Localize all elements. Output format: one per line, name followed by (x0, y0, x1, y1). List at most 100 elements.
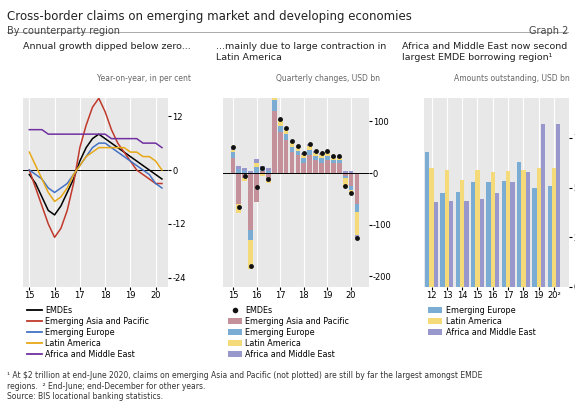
Bar (236, 166, 241, 169)
Bar (355, 204, 359, 212)
Bar (556, 124, 561, 287)
Bar (348, 173, 354, 186)
Bar (532, 188, 536, 287)
Legend: Emerging Europe, Latin America, Africa and Middle East: Emerging Europe, Latin America, Africa a… (428, 306, 535, 337)
Bar (272, 85, 277, 100)
Bar (290, 141, 294, 143)
Bar (460, 180, 465, 287)
Bar (243, 173, 247, 178)
Bar (319, 163, 324, 173)
Bar (243, 170, 247, 173)
Bar (296, 155, 300, 173)
Bar (260, 166, 265, 168)
Bar (290, 152, 294, 173)
Bar (248, 173, 253, 230)
Bar (456, 192, 460, 287)
Bar (331, 160, 336, 163)
Bar (510, 182, 515, 287)
Bar (272, 100, 277, 111)
Bar (266, 181, 271, 183)
Bar (301, 153, 306, 155)
Bar (331, 158, 336, 160)
Bar (343, 176, 347, 178)
Bar (440, 193, 445, 287)
Bar (495, 193, 499, 287)
Bar (465, 201, 469, 287)
Bar (490, 172, 495, 287)
Bar (248, 230, 253, 240)
Bar (301, 163, 306, 173)
Bar (231, 147, 235, 150)
Bar (272, 81, 277, 85)
Bar (236, 169, 241, 173)
Bar (552, 168, 556, 287)
Text: Source: BIS locational banking statistics.: Source: BIS locational banking statistic… (7, 392, 163, 401)
Bar (278, 119, 282, 122)
Bar (236, 173, 241, 204)
Bar (231, 158, 235, 173)
Bar (337, 158, 342, 160)
Bar (231, 152, 235, 158)
Bar (355, 173, 359, 204)
Text: Cross-border claims on emerging market and developing economies: Cross-border claims on emerging market a… (7, 10, 412, 23)
Bar (325, 152, 330, 154)
Bar (290, 143, 294, 147)
Bar (547, 186, 552, 287)
Bar (325, 160, 330, 173)
Bar (254, 159, 259, 163)
Legend: EMDEs, Emerging Asia and Pacific, Emerging Europe, Latin America, Africa and Mid: EMDEs, Emerging Asia and Pacific, Emergi… (27, 306, 149, 359)
Bar (331, 163, 336, 173)
Bar (266, 170, 271, 173)
Bar (343, 178, 347, 188)
Bar (434, 203, 438, 287)
Bar (536, 168, 541, 287)
Text: Quarterly changes, USD bn: Quarterly changes, USD bn (275, 74, 380, 83)
Bar (260, 173, 265, 176)
Text: ¹ At $2 trillion at end-June 2020, claims on emerging Asia and Pacific (not plot: ¹ At $2 trillion at end-June 2020, claim… (7, 371, 482, 380)
Bar (254, 173, 259, 202)
Text: Africa and Middle East now second
largest EMDE borrowing region¹: Africa and Middle East now second larges… (402, 42, 568, 61)
Bar (296, 151, 300, 155)
Bar (266, 173, 271, 181)
Bar (301, 158, 306, 163)
Text: Amounts outstanding, USD bn: Amounts outstanding, USD bn (454, 74, 569, 83)
Bar (313, 160, 318, 173)
Bar (308, 150, 312, 155)
Bar (449, 201, 453, 287)
Bar (248, 170, 253, 173)
Bar (260, 168, 265, 170)
Bar (337, 156, 342, 158)
Bar (348, 190, 354, 195)
Bar (254, 167, 259, 173)
Bar (476, 170, 480, 287)
Bar (521, 170, 526, 287)
Bar (355, 235, 359, 238)
Bar (337, 163, 342, 173)
Bar (308, 144, 312, 146)
Bar (308, 155, 312, 173)
Bar (325, 154, 330, 156)
Text: Annual growth dipped below zero...: Annual growth dipped below zero... (23, 42, 191, 51)
Bar (425, 152, 430, 287)
Bar (445, 170, 449, 287)
Text: ...mainly due to large contraction in
Latin America: ...mainly due to large contraction in La… (216, 42, 386, 61)
Bar (283, 128, 289, 130)
Bar (260, 170, 265, 173)
Bar (343, 171, 347, 173)
Bar (319, 155, 324, 158)
Text: regions.  ² End-June; end-December for other years.: regions. ² End-June; end-December for ot… (7, 382, 205, 391)
Bar (248, 240, 253, 269)
Bar (272, 111, 277, 173)
Bar (313, 156, 318, 160)
Bar (526, 172, 530, 287)
Bar (331, 156, 336, 158)
Bar (278, 132, 282, 173)
Bar (243, 178, 247, 181)
Bar (283, 130, 289, 134)
Bar (283, 134, 289, 140)
Bar (313, 154, 318, 156)
Bar (308, 146, 312, 150)
Bar (278, 126, 282, 132)
Text: Graph 2: Graph 2 (529, 26, 568, 36)
Bar (517, 162, 521, 287)
